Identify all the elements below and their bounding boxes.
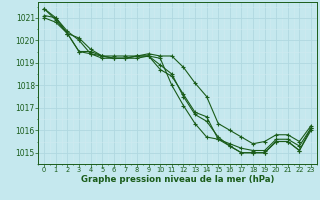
X-axis label: Graphe pression niveau de la mer (hPa): Graphe pression niveau de la mer (hPa) xyxy=(81,175,274,184)
